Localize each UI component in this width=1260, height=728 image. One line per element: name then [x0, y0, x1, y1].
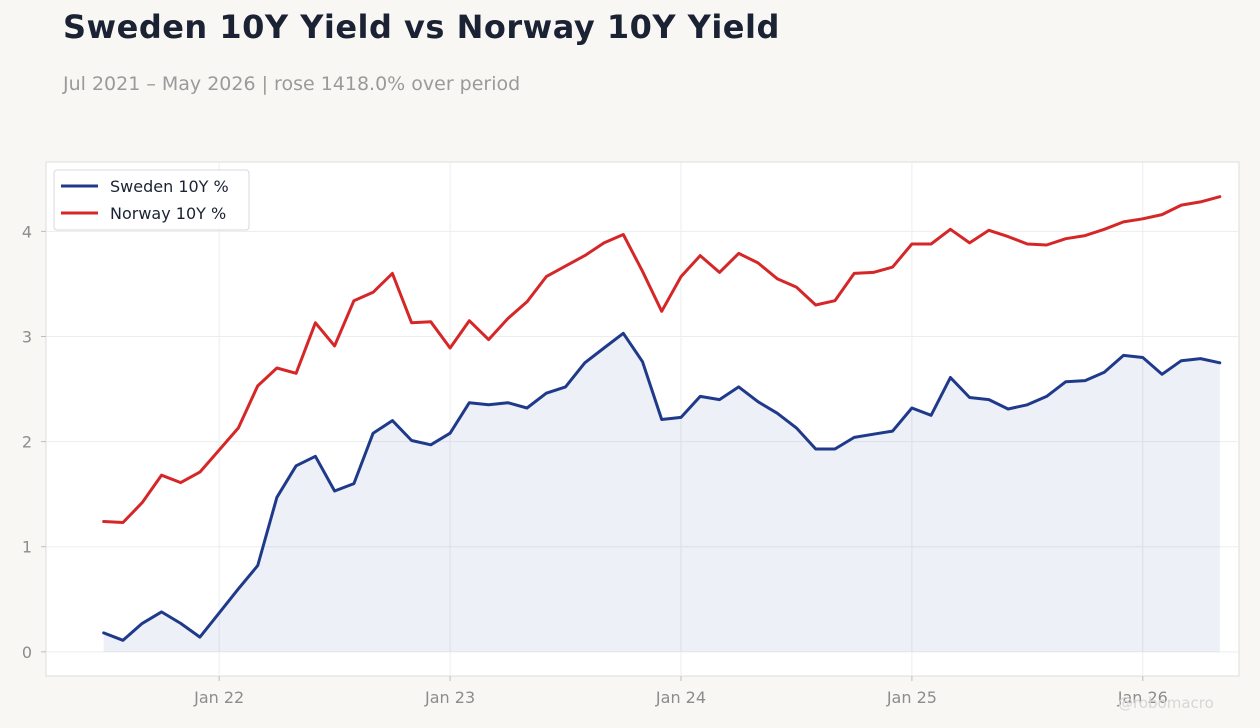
y-axis-ticks: 0 1 2 3 4: [22, 222, 46, 662]
series-line-0: [102, 331, 1222, 642]
y-tick-label: 0: [22, 643, 32, 662]
watermark: @robomacro: [1118, 694, 1214, 712]
x-tick-label: Jan 22: [193, 688, 244, 707]
y-tick-label: 3: [22, 327, 32, 346]
grid-layer: [46, 162, 1239, 676]
legend-box: [53, 169, 250, 231]
x-tick-label: Jan 24: [655, 688, 706, 707]
legend-label-1: Norway 10Y %: [110, 204, 226, 223]
chart-title: Sweden 10Y Yield vs Norway 10Y Yield: [63, 8, 780, 46]
y-tick-label: 2: [22, 433, 32, 452]
series-line-layer: [102, 195, 1222, 642]
y-tick-label: 4: [22, 222, 32, 241]
x-tick-label: Jan 26: [1117, 688, 1168, 707]
x-tick-label: Jan 25: [886, 688, 937, 707]
series-area-0: [103, 333, 1220, 652]
series-line-1: [102, 195, 1222, 524]
area-fill-layer: [103, 333, 1220, 652]
plot-area: [45, 161, 1240, 677]
legend: Sweden 10Y % Norway 10Y %: [53, 169, 250, 231]
y-tick-label: 1: [22, 538, 32, 557]
legend-label-0: Sweden 10Y %: [110, 177, 229, 196]
x-axis-ticks: Jan 22 Jan 23 Jan 24 Jan 25 Jan 26: [193, 676, 1168, 707]
x-tick-label: Jan 23: [424, 688, 475, 707]
chart-subtitle: Jul 2021 – May 2026 | rose 1418.0% over …: [63, 73, 521, 95]
